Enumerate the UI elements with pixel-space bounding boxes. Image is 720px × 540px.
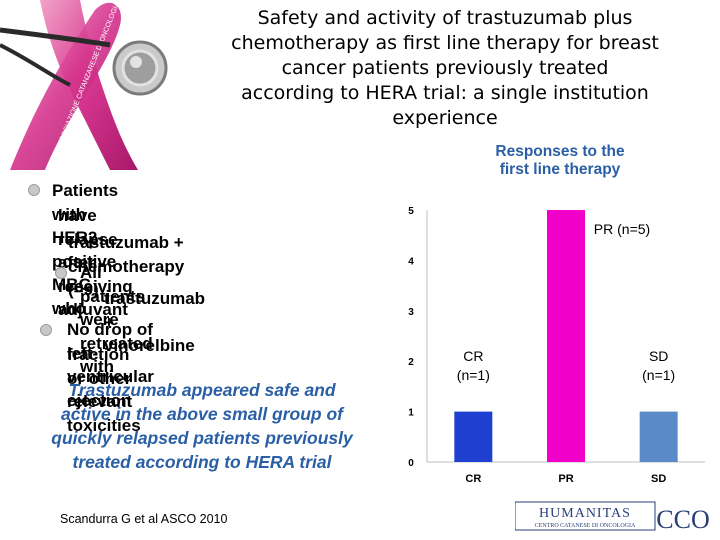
citation: Scandurra G et al ASCO 2010 (60, 512, 228, 526)
bullet-1-line: Patients with HER2-positive MBC who (52, 181, 119, 318)
humanitas-logo: HUMANITAS CENTRO CATANESE DI ONCOLOGIA C… (515, 501, 710, 534)
conclusion-line: active in the above small group of (60, 404, 343, 424)
x-tick-label: PR (558, 473, 573, 485)
bullet-dot-icon (40, 324, 52, 336)
y-tick-label: 3 (408, 307, 414, 318)
bar-sd (639, 411, 678, 462)
pink-ribbon-stethoscope-image: ASSOCIAZIONE CATANZARESE DI ONCOLOGIA e … (0, 0, 168, 170)
y-tick-label: 1 (408, 408, 414, 419)
chart-title: Responses to the first line therapy (470, 143, 650, 179)
conclusion-line: Trastuzumab appeared safe and (68, 380, 336, 400)
y-tick-label: 5 (408, 206, 414, 217)
y-tick-label: 0 (408, 458, 414, 469)
bullet-1-line: have relapse after receiving adjuvant (58, 206, 133, 319)
y-tick-label: 2 (408, 357, 414, 368)
bar-data-label: CR (463, 348, 483, 364)
slide-title: Safety and activity of trastuzumab plus … (195, 6, 695, 131)
bar-cr (454, 411, 493, 462)
bullet-dot-icon (28, 184, 40, 196)
bar-data-label: (n=1) (642, 367, 675, 383)
x-tick-label: CR (465, 473, 481, 485)
bullet-3-line: fraction or other relevant toxicities (67, 345, 141, 435)
title-line: according to HERA trial: a single instit… (241, 82, 649, 104)
logo-subtitle: CENTRO CATANESE DI ONCOLOGIA (535, 523, 636, 529)
bar-data-label: SD (649, 348, 668, 364)
x-tick-label: SD (651, 473, 666, 485)
conclusion-line: quickly relapsed patients previously (51, 428, 353, 448)
conclusion-text: Trastuzumab appeared safe and active in … (22, 378, 382, 474)
conclusion-line: treated according to HERA trial (72, 452, 332, 472)
bullet-1-line: trastuzumab + chemotherapy (=9) (68, 233, 185, 299)
bullet-2-line: trastuzumab + vinorelbine (104, 289, 206, 355)
bar-pr (547, 210, 585, 462)
title-line: chemotherapy as first line therapy for b… (231, 32, 659, 54)
response-bar-chart: 0 1 2 3 4 5 CR CR (n=1) PR PR (n=5) SD SD (n=1) (408, 206, 705, 485)
chart-title-line: first line therapy (499, 161, 621, 178)
chart-title-line: Responses to the (495, 143, 625, 160)
title-line: Safety and activity of trastuzumab plus (257, 7, 633, 29)
title-line: cancer patients previously treated (281, 57, 609, 79)
bar-data-label: PR (n=5) (594, 221, 650, 237)
logo-monogram: CCO (656, 505, 709, 534)
y-tick-label: 4 (408, 256, 414, 267)
title-line: experience (392, 107, 498, 129)
logo-name: HUMANITAS (539, 506, 631, 521)
bullet-dot-icon (55, 267, 67, 279)
bullet-3-line: No drop of left-ventricular ejection (67, 320, 154, 410)
bullet-2-line: All patients were retreated with (80, 263, 153, 376)
bar-data-label: (n=1) (457, 367, 490, 383)
